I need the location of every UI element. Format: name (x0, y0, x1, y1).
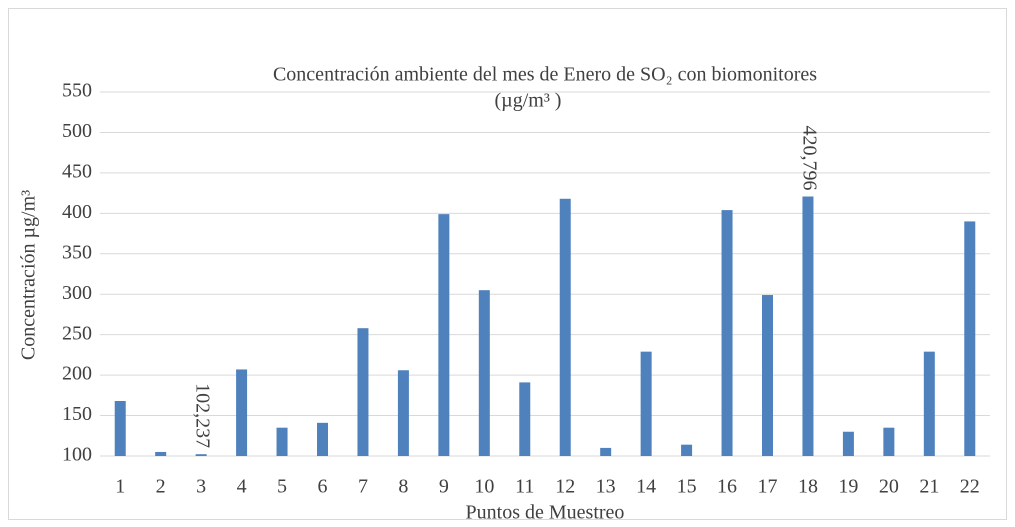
bar (842, 431, 854, 456)
bar (438, 214, 450, 456)
x-tick-label: 12 (555, 476, 575, 498)
bar (600, 447, 612, 456)
y-tick-label: 300 (62, 282, 92, 304)
x-tick-label: 10 (474, 476, 494, 498)
bar (640, 351, 652, 456)
bar (397, 370, 409, 456)
y-tick-label: 550 (62, 80, 92, 102)
y-tick-label: 500 (62, 120, 92, 142)
y-tick-label: 100 (62, 444, 92, 466)
x-tick-label: 7 (358, 476, 368, 498)
x-tick-label: 5 (277, 476, 287, 498)
x-tick-label: 9 (439, 476, 449, 498)
chart-frame (8, 8, 1007, 520)
y-tick-label: 400 (62, 201, 92, 223)
data-label: 102,237 (192, 383, 214, 448)
bar (559, 198, 571, 457)
x-tick-label: 19 (838, 476, 858, 498)
x-tick-label: 2 (156, 476, 166, 498)
x-tick-label: 22 (960, 476, 980, 498)
bar (681, 444, 693, 456)
y-tick-label: 200 (62, 363, 92, 385)
bar (357, 328, 369, 456)
x-tick-label: 4 (237, 476, 247, 498)
x-tick-label: 8 (398, 476, 408, 498)
y-tick-label: 150 (62, 403, 92, 425)
x-tick-label: 20 (879, 476, 899, 498)
x-tick-label: 6 (318, 476, 328, 498)
x-tick-label: 16 (717, 476, 737, 498)
bar (236, 369, 248, 456)
x-tick-label: 15 (677, 476, 697, 498)
bar (964, 221, 976, 456)
bar (155, 451, 167, 456)
bar (762, 295, 773, 456)
x-tick-label: 18 (798, 476, 818, 498)
bar (802, 196, 814, 457)
x-tick-label: 1 (115, 476, 125, 498)
x-tick-label: 17 (758, 476, 778, 498)
x-tick-label: 3 (196, 476, 206, 498)
chart-title: (µg/m³ ) (495, 90, 562, 112)
x-tick-label: 13 (596, 476, 616, 498)
bar (317, 422, 328, 456)
y-axis-label: Concentración µg/m³ (18, 190, 40, 360)
bar (923, 351, 935, 456)
bar (721, 210, 733, 456)
x-tick-label: 21 (919, 476, 939, 498)
x-tick-label: 14 (636, 476, 656, 498)
chart-title: Concentración ambiente del mes de Enero … (273, 64, 817, 86)
bar (114, 400, 126, 456)
bar (478, 290, 490, 456)
y-tick-label: 250 (62, 322, 92, 344)
bar (519, 382, 531, 456)
data-label: 420,796 (798, 126, 820, 191)
y-tick-label: 350 (62, 241, 92, 263)
y-tick-label: 450 (62, 160, 92, 182)
bar (195, 454, 207, 456)
bar (276, 427, 288, 456)
x-tick-label: 11 (515, 476, 534, 498)
bar (883, 427, 895, 456)
x-axis-label: Puntos de Muestreo (466, 502, 625, 524)
